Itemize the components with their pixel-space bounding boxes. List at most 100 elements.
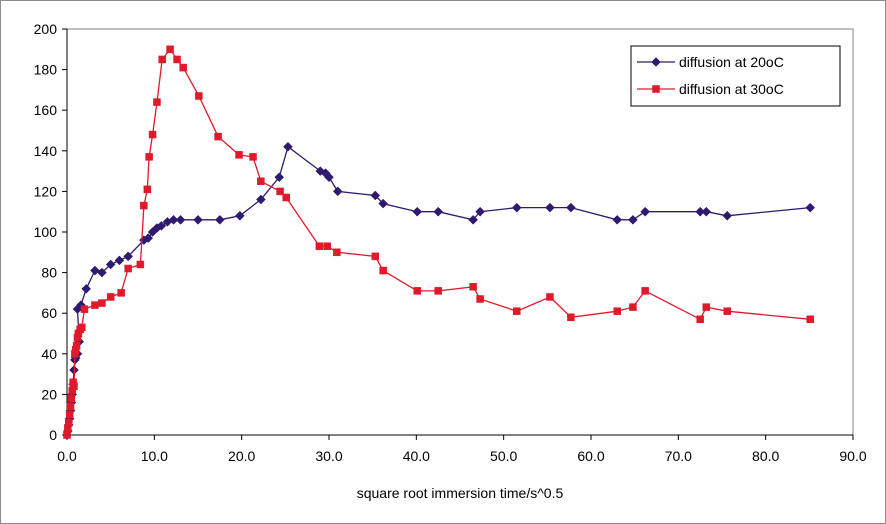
data-point-diamond xyxy=(274,172,285,183)
data-point-square xyxy=(702,303,711,311)
data-point-square xyxy=(124,264,132,273)
data-point-square xyxy=(136,260,145,269)
data-point-diamond xyxy=(412,206,423,217)
legend-marker-square xyxy=(652,85,660,93)
legend-label: diffusion at 20oC xyxy=(679,54,784,70)
x-tick-label: 10.0 xyxy=(141,448,168,464)
legend-label: diffusion at 30oC xyxy=(679,81,784,97)
x-tick-label: 0.0 xyxy=(57,448,77,464)
x-tick-label: 80.0 xyxy=(752,448,779,464)
data-point-square xyxy=(143,185,152,194)
data-point-square xyxy=(70,382,78,391)
data-point-diamond xyxy=(97,267,107,278)
data-point-diamond xyxy=(805,202,816,213)
data-point-square xyxy=(469,283,477,291)
data-point-square xyxy=(98,299,106,307)
data-point-diamond xyxy=(475,206,485,217)
data-point-diamond xyxy=(168,214,179,225)
data-point-square xyxy=(806,315,814,324)
data-point-square xyxy=(613,307,621,315)
data-point-diamond xyxy=(114,255,125,266)
data-point-square xyxy=(235,151,243,159)
x-axis: 0.0 10.0 20.0 30.0 40.0 50.0 60.0 70.0 80.0 90.0 xyxy=(57,434,867,464)
y-tick-label: 120 xyxy=(34,183,58,199)
data-point-square xyxy=(145,153,153,161)
data-point-square xyxy=(567,313,575,322)
data-point-diamond xyxy=(545,202,555,213)
data-point-diamond xyxy=(90,265,100,276)
data-point-square xyxy=(158,55,166,64)
data-point-diamond xyxy=(283,141,293,152)
y-tick-label: 160 xyxy=(34,102,58,118)
data-point-square xyxy=(696,315,704,324)
data-point-diamond xyxy=(123,251,133,262)
data-point-diamond xyxy=(628,214,638,225)
data-point-square xyxy=(379,266,387,275)
legend-item: diffusion at 30oC xyxy=(637,81,784,97)
legend-marker-diamond xyxy=(651,57,661,67)
data-point-diamond xyxy=(701,206,712,217)
data-point-square xyxy=(434,287,442,295)
data-point-square xyxy=(476,295,484,303)
data-point-square xyxy=(546,293,554,301)
y-axis: 0 20 40 60 80 100 120 140 160 180 200 xyxy=(34,21,68,443)
data-point-square xyxy=(513,307,521,315)
data-point-square xyxy=(80,305,89,313)
data-point-diamond xyxy=(332,186,343,197)
data-point-square xyxy=(64,419,73,427)
y-tick-label: 20 xyxy=(41,386,57,402)
data-point-square xyxy=(641,287,649,295)
data-point-square xyxy=(179,63,187,72)
y-tick-label: 40 xyxy=(41,346,57,362)
data-point-square xyxy=(78,323,86,332)
legend-box xyxy=(630,45,841,107)
data-point-square xyxy=(65,410,74,419)
data-point-square xyxy=(257,177,265,185)
data-point-diamond xyxy=(722,210,733,221)
data-point-square xyxy=(195,92,203,100)
x-tick-label: 20.0 xyxy=(228,448,255,464)
data-point-square xyxy=(629,303,637,311)
series-layer xyxy=(62,45,816,440)
data-point-square xyxy=(276,187,284,196)
data-point-square xyxy=(333,248,341,257)
data-point-diamond xyxy=(143,233,154,243)
x-axis-title: square root immersion time/s^0.5 xyxy=(357,485,564,501)
data-point-diamond xyxy=(566,202,576,213)
y-tick-label: 140 xyxy=(34,143,58,159)
data-point-diamond xyxy=(235,210,245,221)
y-tick-label: 180 xyxy=(34,62,58,78)
y-tick-label: 200 xyxy=(34,21,58,37)
data-point-diamond xyxy=(193,214,203,225)
data-point-square xyxy=(140,201,148,210)
data-point-diamond xyxy=(370,190,381,201)
series-group xyxy=(63,45,814,439)
data-point-diamond xyxy=(511,202,522,213)
x-tick-label: 50.0 xyxy=(490,448,517,464)
x-tick-label: 70.0 xyxy=(665,448,692,464)
data-point-square xyxy=(371,252,380,261)
data-point-square xyxy=(106,293,115,301)
data-point-square xyxy=(413,287,421,295)
x-tick-label: 60.0 xyxy=(577,448,604,464)
legend-item: diffusion at 20oC xyxy=(637,54,784,70)
y-tick-label: 0 xyxy=(49,427,57,443)
data-point-square xyxy=(249,153,257,161)
data-point-square xyxy=(723,307,731,315)
data-point-square xyxy=(282,193,290,202)
data-point-square xyxy=(148,130,157,139)
x-tick-label: 90.0 xyxy=(839,448,866,464)
data-point-square xyxy=(173,55,181,64)
y-tick-label: 60 xyxy=(41,305,57,321)
data-point-diamond xyxy=(256,194,266,205)
data-point-square xyxy=(214,132,222,141)
data-point-square xyxy=(72,341,81,350)
data-point-diamond xyxy=(468,214,478,225)
x-tick-label: 40.0 xyxy=(403,448,430,464)
data-point-diamond xyxy=(612,214,623,225)
data-point-square xyxy=(66,402,75,411)
data-point-diamond xyxy=(81,283,92,294)
x-tick-label: 30.0 xyxy=(315,448,342,464)
data-point-square xyxy=(117,289,125,297)
